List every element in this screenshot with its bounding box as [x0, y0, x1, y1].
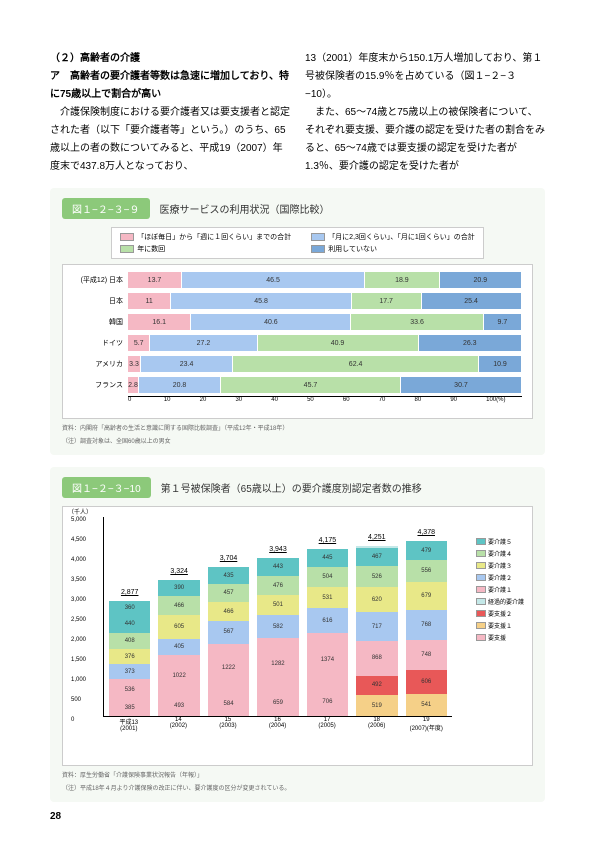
section-title: （２）高齢者の介護	[50, 50, 290, 68]
chart-2-box: 図１−２−３−10 第１号被保険者（65歳以上）の要介護度別認定者数の推移 （千…	[50, 467, 545, 802]
subheading-a: ア 高齢者の要介護者等数は急速に増加しており、特に75歳以上で割合が高い	[50, 68, 290, 104]
chart-2-note-1: 資料：厚生労働省「介護保険事業状況報告（年報）」	[62, 770, 533, 779]
chart-1-bars: (平成12) 日本13.746.518.920.9日本1145.817.725.…	[62, 264, 533, 419]
chart-1-note-2: （注）調査対象は、全国60歳以上の男女	[62, 436, 533, 445]
chart-1-title: 医療サービスの利用状況（国際比較）	[160, 201, 330, 216]
chart-1-box: 図１−２−３−９ 医療サービスの利用状況（国際比較） 「ほぼ毎日」から「週に１回…	[50, 188, 545, 455]
paragraph-right-a: 13（2001）年度末から150.1万人増加しており、第１号被保険者の15.9％…	[305, 50, 545, 104]
chart-2-title: 第１号被保険者（65歳以上）の要介護度別認定者数の推移	[161, 480, 422, 495]
page-number: 28	[50, 811, 61, 822]
chart-1-note-1: 資料：内閣府「高齢者の生活と意識に関する国際比較調査」（平成12年・平成18年）	[62, 423, 533, 432]
chart-2-label: 図１−２−３−10	[62, 477, 151, 498]
chart-1-legend: 「ほぼ毎日」から「週に１回くらい」までの合計 年に数回 「月に2,3回くらい」、…	[111, 227, 484, 259]
chart-2-bars: （千人） 5,0004,5004,0003,5003,0002,5002,000…	[62, 506, 533, 766]
paragraph-left: 介護保険制度における要介護者又は要支援者と認定された者（以下「要介護者等」という…	[50, 104, 290, 176]
paragraph-right-b: また、65〜74歳と75歳以上の被保険者について、それぞれ要支援、要介護の認定を…	[305, 104, 545, 176]
chart-2-note-2: （注）平成18年４月より介護保険の改正に伴い、要介護度の区分が変更されている。	[62, 783, 533, 792]
chart-1-label: 図１−２−３−９	[62, 198, 150, 219]
